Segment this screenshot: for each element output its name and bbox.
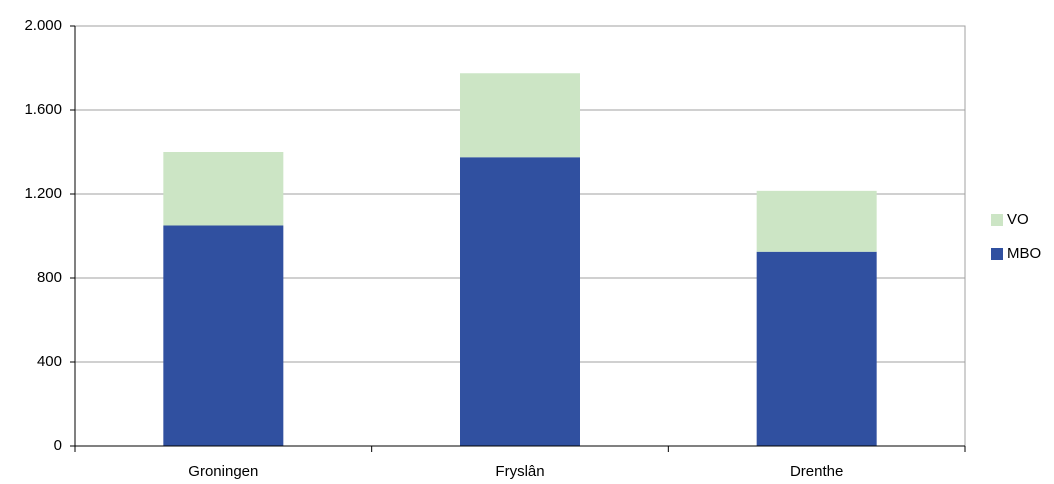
y-tick-label: 400 <box>37 353 62 370</box>
legend-swatch <box>991 214 1003 226</box>
legend-label: MBO <box>1007 245 1041 262</box>
x-tick-label: Fryslân <box>495 463 544 480</box>
legend-label: VO <box>1007 211 1029 228</box>
x-tick-label: Drenthe <box>790 463 843 480</box>
y-tick-label: 1.200 <box>24 185 62 202</box>
y-tick-label: 1.600 <box>24 101 62 118</box>
y-tick-label: 2.000 <box>24 17 62 34</box>
bar-segment <box>756 251 877 446</box>
bar-segment <box>756 190 877 252</box>
y-tick-label: 800 <box>37 269 62 286</box>
bar-segment <box>163 225 284 446</box>
legend-swatch <box>991 248 1003 260</box>
bar-segment <box>460 157 580 446</box>
x-tick-label: Groningen <box>188 463 258 480</box>
bar-segment <box>163 152 284 226</box>
y-tick-label: 0 <box>54 437 62 454</box>
bar-segment <box>460 73 580 158</box>
